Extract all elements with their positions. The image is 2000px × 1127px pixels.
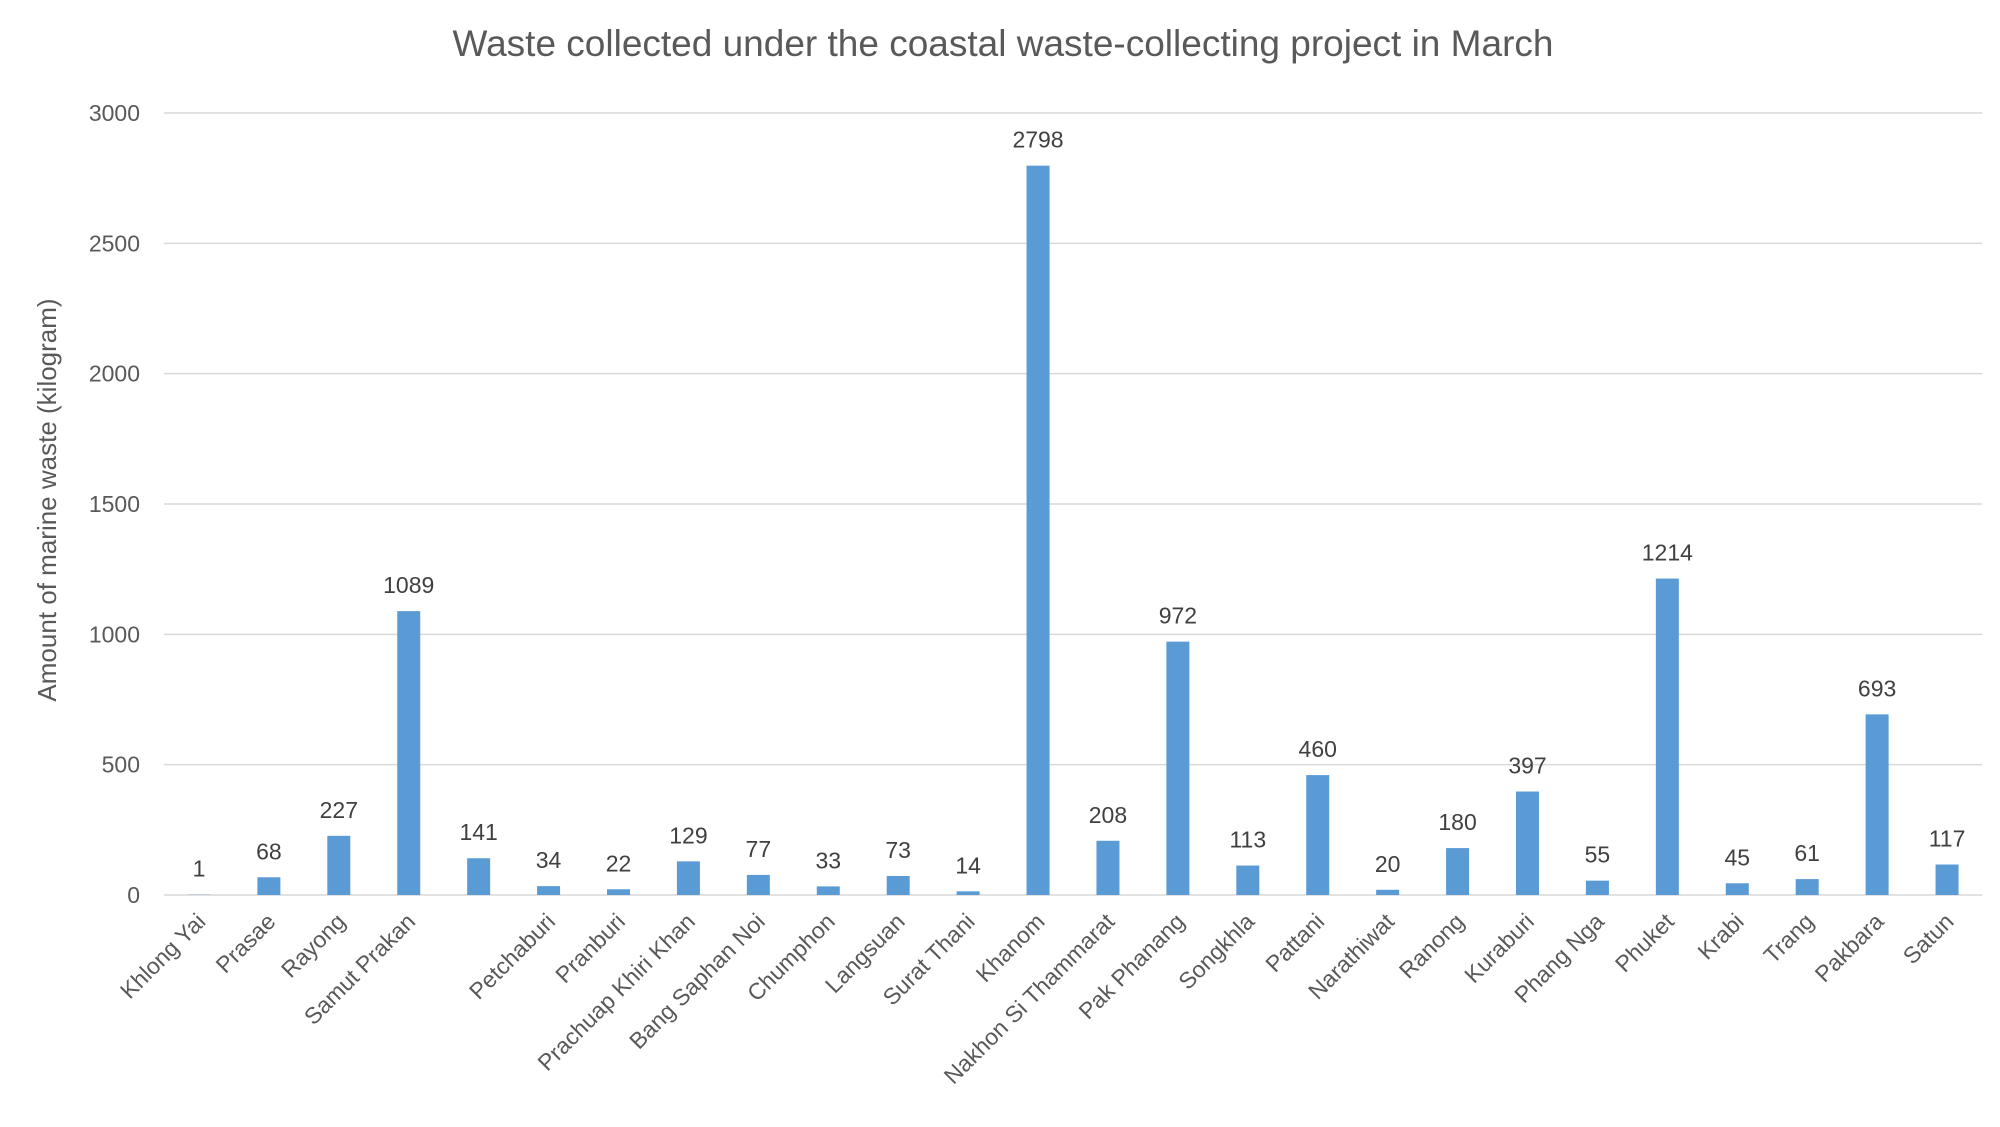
bar <box>1516 791 1539 895</box>
data-label: 1089 <box>383 572 434 598</box>
x-tick-label: Pattani <box>1260 908 1329 977</box>
data-label: 208 <box>1089 802 1127 828</box>
bar <box>327 835 351 895</box>
x-tick-label: Khlong Yai <box>115 908 211 1004</box>
data-label: 972 <box>1159 603 1197 629</box>
bar <box>1655 578 1679 895</box>
data-label: 68 <box>256 838 282 864</box>
data-label: 22 <box>606 850 632 876</box>
bar <box>467 858 491 895</box>
bar <box>257 877 281 895</box>
bar <box>1166 641 1190 895</box>
data-label: 117 <box>1929 826 1966 852</box>
bar <box>746 874 770 895</box>
y-tick-label: 1500 <box>89 491 140 517</box>
bar <box>537 886 561 895</box>
bar <box>1096 840 1120 895</box>
bar <box>1935 864 1959 895</box>
x-tick-label: Songkhla <box>1173 908 1259 994</box>
x-tick-label: Ranong <box>1394 908 1469 983</box>
y-tick-label: 500 <box>102 752 140 778</box>
data-label: 61 <box>1794 840 1820 866</box>
bar <box>1795 879 1819 895</box>
y-tick-label: 2500 <box>89 230 140 256</box>
data-label: 45 <box>1724 844 1750 870</box>
data-label: 77 <box>746 836 772 862</box>
x-tick-label: Krabi <box>1692 908 1748 964</box>
bar <box>1585 880 1609 895</box>
x-tick-label: Pakbara <box>1810 908 1889 987</box>
data-label: 55 <box>1585 842 1611 868</box>
y-tick-label: 2000 <box>89 361 140 387</box>
y-tick-label: 3000 <box>89 100 140 126</box>
x-tick-label: Satun <box>1898 908 1959 969</box>
bar <box>397 611 421 895</box>
bar <box>1725 883 1749 895</box>
bar <box>607 889 630 895</box>
bar <box>1026 165 1050 895</box>
bar <box>676 861 700 895</box>
data-label: 20 <box>1375 851 1401 877</box>
data-label: 693 <box>1858 675 1896 701</box>
data-label: 33 <box>815 847 841 873</box>
data-label: 180 <box>1438 809 1476 835</box>
bar <box>816 886 840 895</box>
data-label: 397 <box>1508 753 1546 779</box>
data-label: 227 <box>320 797 358 823</box>
chart-title: Waste collected under the coastal waste-… <box>453 23 1554 64</box>
y-axis-label: Amount of marine waste (kilogram) <box>32 298 62 701</box>
bar <box>1236 865 1260 895</box>
data-label: 1 <box>193 856 206 882</box>
data-label: 34 <box>536 847 562 873</box>
bar <box>956 891 980 895</box>
y-tick-label: 1000 <box>89 621 140 647</box>
data-label: 2798 <box>1012 127 1063 153</box>
data-label: 73 <box>885 837 911 863</box>
bar <box>886 875 910 895</box>
data-label: 113 <box>1229 827 1266 853</box>
bar <box>1446 848 1470 895</box>
data-label: 14 <box>955 852 981 878</box>
x-tick-label: Trang <box>1758 908 1818 968</box>
bar <box>1865 714 1889 895</box>
y-tick-label: 0 <box>127 882 140 908</box>
data-label: 141 <box>459 819 497 845</box>
data-label: 129 <box>669 822 707 848</box>
bar <box>1376 889 1400 895</box>
data-label: 460 <box>1299 736 1337 762</box>
data-label: 1214 <box>1642 540 1693 566</box>
x-tick-label: Prasae <box>211 908 281 978</box>
x-tick-label: Phuket <box>1610 908 1679 977</box>
bar <box>1306 775 1330 895</box>
x-tick-label: Petchaburi <box>464 908 560 1004</box>
